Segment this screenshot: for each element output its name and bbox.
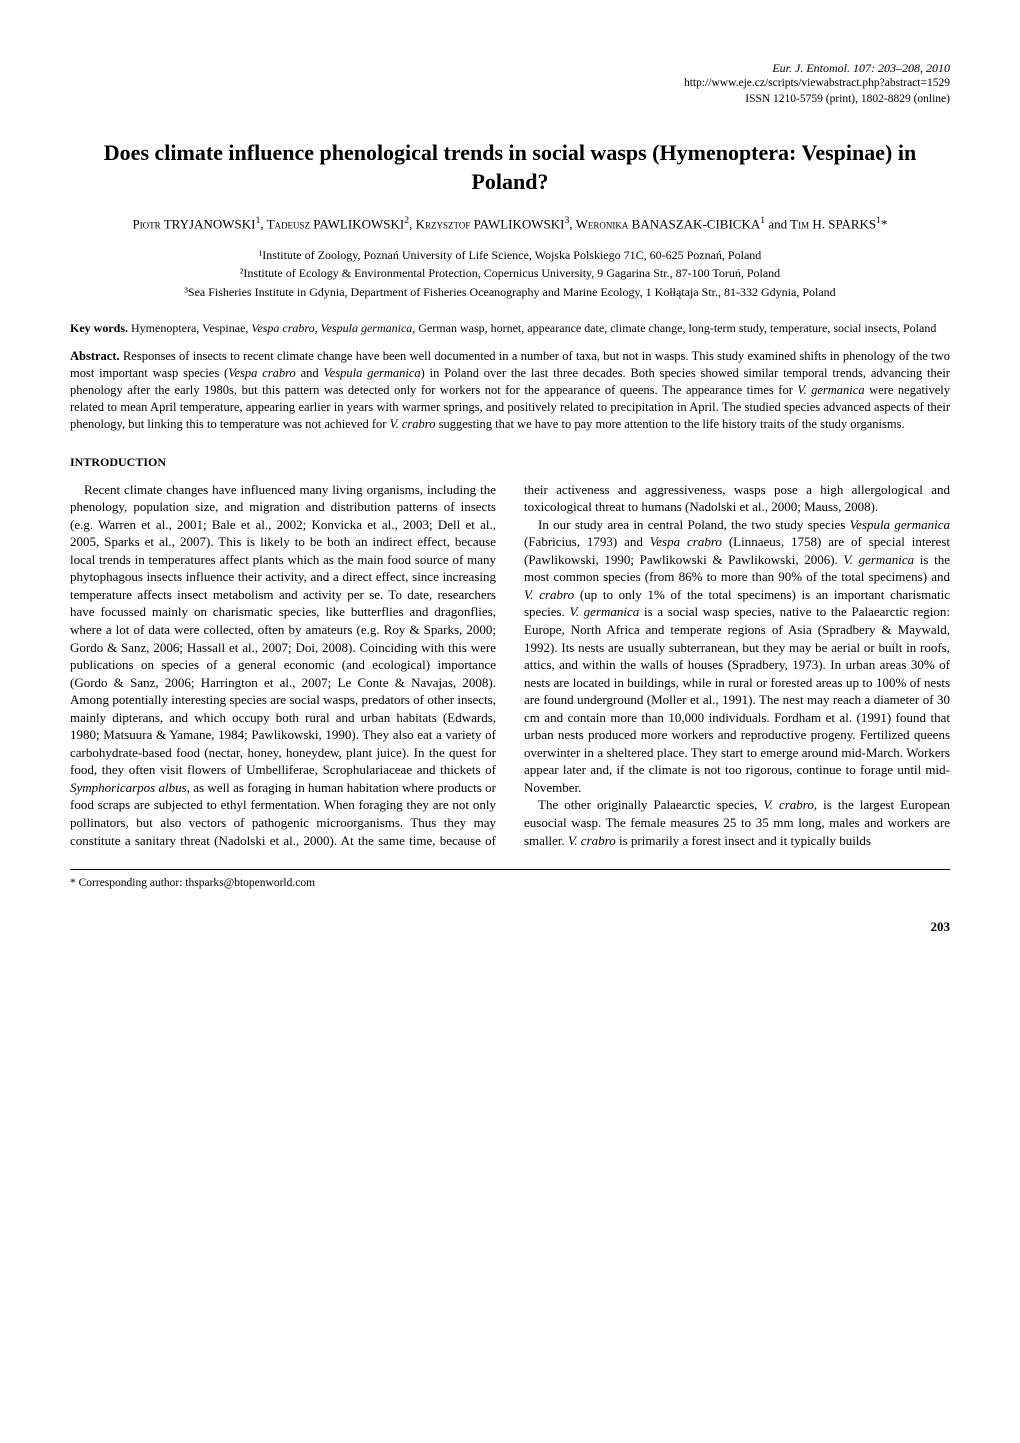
journal-citation: Eur. J. Entomol. 107: 203–208, 2010 <box>70 60 950 76</box>
journal-issn: ISSN 1210-5759 (print), 1802-8829 (onlin… <box>70 92 950 108</box>
abstract-label: Abstract. <box>70 349 120 363</box>
affiliations: ¹Institute of Zoology, Poznań University… <box>70 247 950 300</box>
article-title: Does climate influence phenological tren… <box>70 139 950 196</box>
abstract-text: Responses of insects to recent climate c… <box>70 349 950 431</box>
author-list: Piotr TRYJANOWSKI1, Tadeusz PAWLIKOWSKI2… <box>70 214 950 233</box>
affiliation-1: ¹Institute of Zoology, Poznań University… <box>70 247 950 263</box>
body-paragraph: The other originally Palaearctic species… <box>524 796 950 849</box>
keywords-label: Key words. <box>70 321 128 335</box>
journal-header: Eur. J. Entomol. 107: 203–208, 2010 http… <box>70 60 950 107</box>
body-columns: Recent climate changes have influenced m… <box>70 481 950 849</box>
body-paragraph: In our study area in central Poland, the… <box>524 516 950 797</box>
affiliation-3: ³Sea Fisheries Institute in Gdynia, Depa… <box>70 284 950 300</box>
page-number: 203 <box>70 918 950 936</box>
keywords-block: Key words. Hymenoptera, Vespinae, Vespa … <box>70 320 950 336</box>
section-heading-introduction: INTRODUCTION <box>70 454 950 470</box>
footnote-rule <box>70 869 950 870</box>
keywords-text: Hymenoptera, Vespinae, Vespa crabro, Ves… <box>131 321 936 335</box>
abstract-block: Abstract. Responses of insects to recent… <box>70 348 950 432</box>
affiliation-2: ²Institute of Ecology & Environmental Pr… <box>70 265 950 281</box>
corresponding-author-footnote: * Corresponding author: thsparks@btopenw… <box>70 876 950 892</box>
journal-url: http://www.eje.cz/scripts/viewabstract.p… <box>70 76 950 92</box>
